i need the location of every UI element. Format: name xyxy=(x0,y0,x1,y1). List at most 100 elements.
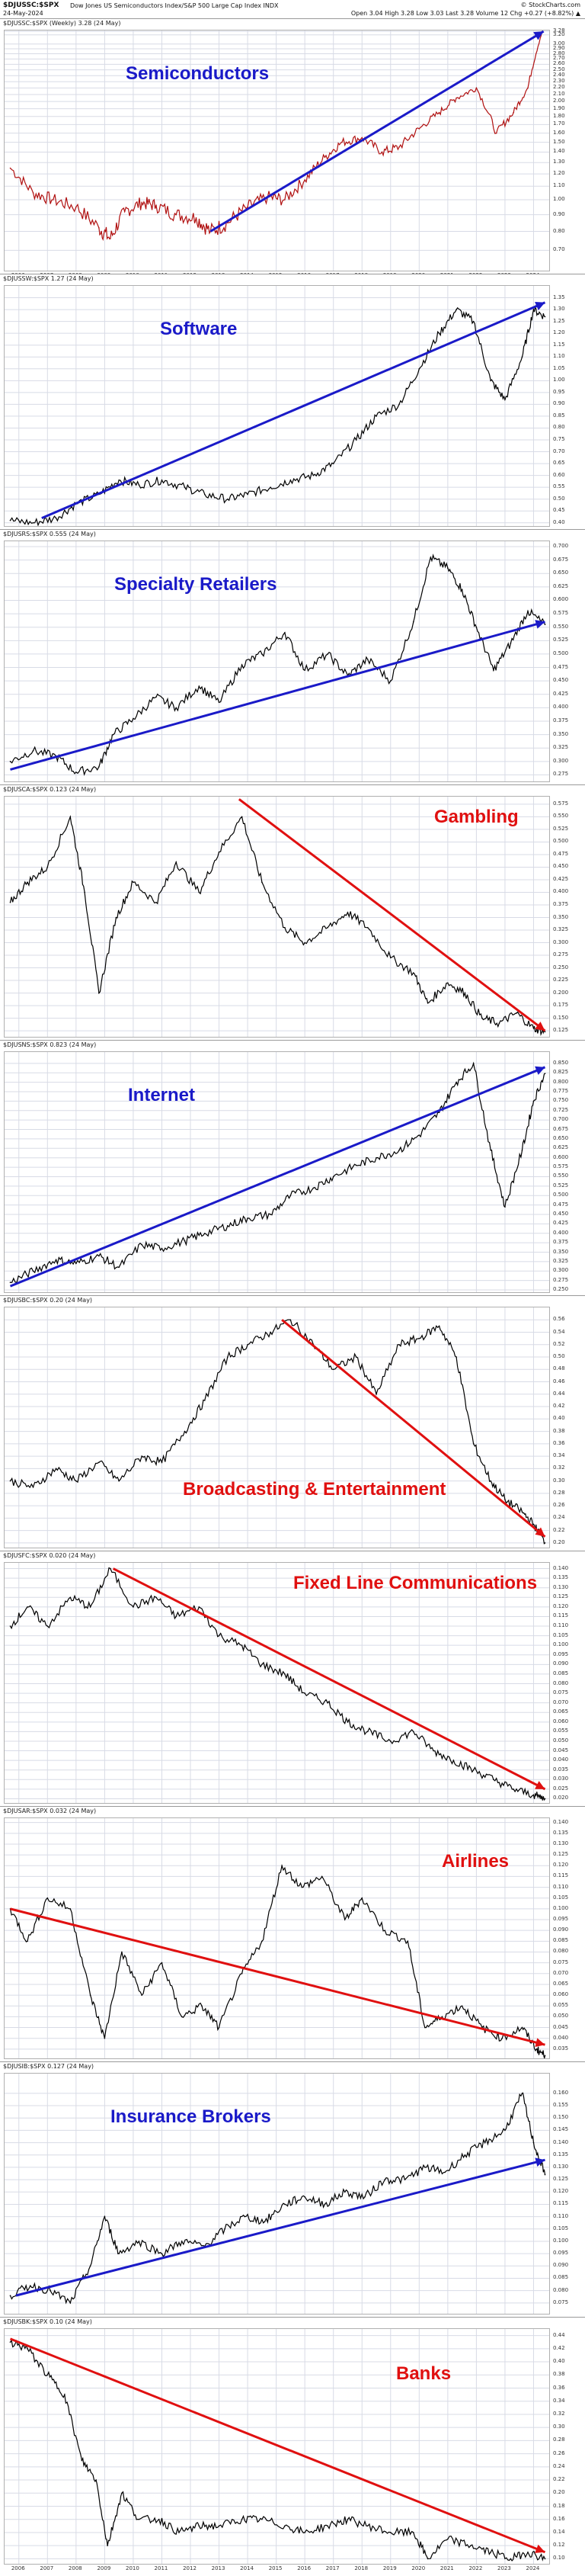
y-tick-label: 0.070 xyxy=(553,1969,569,1976)
y-tick-label: 1.00 xyxy=(553,377,565,383)
data-point xyxy=(521,356,523,358)
y-axis: 3.28 3.20 3.00 2.90 2.80 2.70 2.60 2.50 2.40 2.30… xyxy=(550,27,585,271)
data-point xyxy=(544,2558,546,2560)
y-tick-label: 0.425 xyxy=(553,875,569,882)
y-tick-label: 0.50 xyxy=(553,495,565,502)
y-tick-label: 1.05 xyxy=(553,364,565,371)
data-point xyxy=(447,2538,449,2540)
data-point xyxy=(481,1017,483,1019)
data-point xyxy=(521,1149,523,1151)
y-tick-label: 1.10 xyxy=(553,182,565,189)
data-point xyxy=(304,669,305,671)
y-tick-label: 0.085 xyxy=(553,1937,569,1944)
y-tick-label: 1.10 xyxy=(553,353,565,360)
data-point xyxy=(218,851,220,853)
y-tick-label: 0.450 xyxy=(553,863,569,870)
date-text: 24-May-2024 xyxy=(3,10,43,17)
data-point xyxy=(241,2518,243,2520)
data-point xyxy=(381,151,383,153)
chart-svg xyxy=(5,1818,549,2058)
panel-header: $DJUSAR:$SPX 0.032 (24 May) xyxy=(3,1808,97,1814)
data-point xyxy=(118,2253,120,2254)
trend-line xyxy=(112,1567,546,1791)
data-point xyxy=(95,2479,97,2481)
chart-svg xyxy=(5,2329,549,2564)
y-tick-label: 0.045 xyxy=(553,2023,569,2030)
data-point xyxy=(312,474,315,476)
data-point xyxy=(532,309,535,310)
data-point xyxy=(304,179,305,181)
data-point xyxy=(104,2215,106,2218)
data-point xyxy=(9,761,11,762)
trend-arrowhead xyxy=(535,1066,545,1075)
data-point xyxy=(332,1368,334,1371)
data-point xyxy=(398,403,400,406)
y-tick-label: 2.20 xyxy=(553,84,565,91)
data-point xyxy=(384,2179,386,2180)
data-point xyxy=(472,1443,475,1445)
data-point xyxy=(89,2265,91,2267)
panel-gambling: $DJUSCA:$SPX 0.123 (24 May) 0.575 0.550 0.5… xyxy=(0,784,585,1040)
data-point xyxy=(141,1455,142,1457)
y-tick-label: 0.105 xyxy=(553,2225,569,2231)
data-point xyxy=(121,1951,123,1953)
x-tick-label: 2008 xyxy=(68,2565,82,2571)
trend-line xyxy=(41,301,546,519)
y-tick-label: 0.775 xyxy=(553,1088,569,1094)
y-tick-label: 0.275 xyxy=(553,951,569,958)
y-tick-label: 0.090 xyxy=(553,1926,569,1933)
panel-fixed-line-communications: $DJUSFC:$SPX 0.020 (24 May) 0.140 0.135 0.1… xyxy=(0,1551,585,1806)
y-tick-label: 0.60 xyxy=(553,471,565,478)
data-point xyxy=(184,1240,186,1242)
panel-header: $DJUSBK:$SPX 0.10 (24 May) xyxy=(3,2318,92,2325)
data-point xyxy=(155,1596,157,1599)
y-tick-label: 1.35 xyxy=(553,294,565,300)
y-tick-label: 0.350 xyxy=(553,913,569,920)
data-point xyxy=(347,1721,349,1723)
data-point xyxy=(9,901,11,903)
y-tick-label: 0.46 xyxy=(553,1378,565,1384)
data-point xyxy=(461,589,463,591)
y-tick-label: 0.90 xyxy=(553,400,565,407)
data-point xyxy=(464,2154,466,2156)
data-point xyxy=(470,2545,472,2546)
data-point xyxy=(544,1031,546,1033)
data-point xyxy=(532,2141,535,2144)
x-tick-label: 2018 xyxy=(354,2565,369,2571)
data-point xyxy=(75,772,77,773)
data-point xyxy=(270,486,271,488)
y-tick-label: 0.200 xyxy=(553,989,569,996)
data-point xyxy=(472,1063,475,1064)
y-axis: 0.140 0.135 0.130 0.125 0.120 0.115 0.110 0.105… xyxy=(550,1817,585,2059)
data-point xyxy=(544,2173,546,2176)
x-tick-label: 2013 xyxy=(211,2565,225,2571)
data-point xyxy=(321,1875,323,1878)
data-point xyxy=(241,1972,243,1975)
trend-line xyxy=(9,2337,546,2554)
data-point xyxy=(284,2525,286,2527)
data-point xyxy=(281,1865,283,1867)
data-point xyxy=(312,1187,315,1189)
data-point xyxy=(75,206,77,208)
y-tick-label: 0.475 xyxy=(553,1201,569,1208)
y-tick-label: 0.105 xyxy=(553,1631,569,1638)
data-point xyxy=(324,2203,326,2205)
y-tick-label: 0.575 xyxy=(553,1163,569,1170)
data-point xyxy=(389,957,392,959)
trend-arrowhead xyxy=(535,1781,545,1789)
data-point xyxy=(218,1634,220,1637)
data-point xyxy=(261,881,263,884)
y-tick-label: 0.085 xyxy=(553,1670,569,1676)
y-tick-label: 0.10 xyxy=(553,2555,565,2562)
data-point xyxy=(178,2532,180,2533)
data-point xyxy=(227,1356,229,1358)
data-point xyxy=(53,199,54,200)
y-axis: 0.140 0.135 0.130 0.125 0.120 0.115 0.110 0.105… xyxy=(550,1562,585,1804)
y-tick-label: 0.250 xyxy=(553,964,569,970)
y-tick-label: 0.020 xyxy=(553,1795,569,1801)
data-point xyxy=(521,2093,523,2094)
data-point xyxy=(112,733,114,736)
y-tick-label: 0.14 xyxy=(553,2528,565,2535)
data-point xyxy=(447,567,449,569)
data-point xyxy=(155,204,157,207)
